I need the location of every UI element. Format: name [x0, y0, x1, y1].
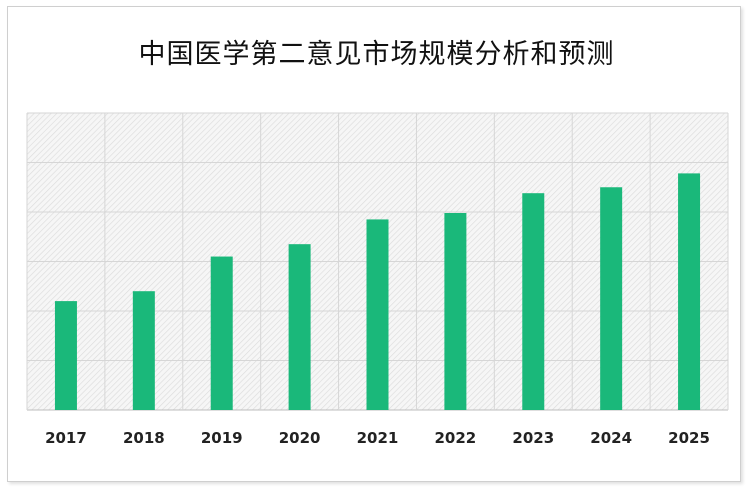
- chart-title: 中国医学第二意见市场规模分析和预测: [138, 39, 615, 70]
- x-tick-label: 2020: [279, 429, 321, 447]
- x-tick-label: 2025: [668, 429, 710, 447]
- bar-2022: [444, 212, 467, 410]
- x-tick-label: 2021: [357, 429, 399, 447]
- bar-2017: [54, 301, 77, 410]
- x-tick-label: 2017: [45, 429, 87, 447]
- bar-2023: [522, 193, 545, 410]
- x-tick-label: 2024: [590, 429, 632, 447]
- x-tick-label: 2023: [512, 429, 554, 447]
- x-tick-label: 2022: [435, 429, 477, 447]
- bar-2018: [132, 291, 155, 410]
- bar-2024: [600, 187, 623, 410]
- x-tick-label: 2018: [123, 429, 165, 447]
- bar-2025: [678, 173, 701, 410]
- bar-2020: [288, 244, 311, 410]
- bar-2019: [210, 256, 233, 410]
- bar-2021: [366, 219, 389, 410]
- x-tick-label: 2019: [201, 429, 243, 447]
